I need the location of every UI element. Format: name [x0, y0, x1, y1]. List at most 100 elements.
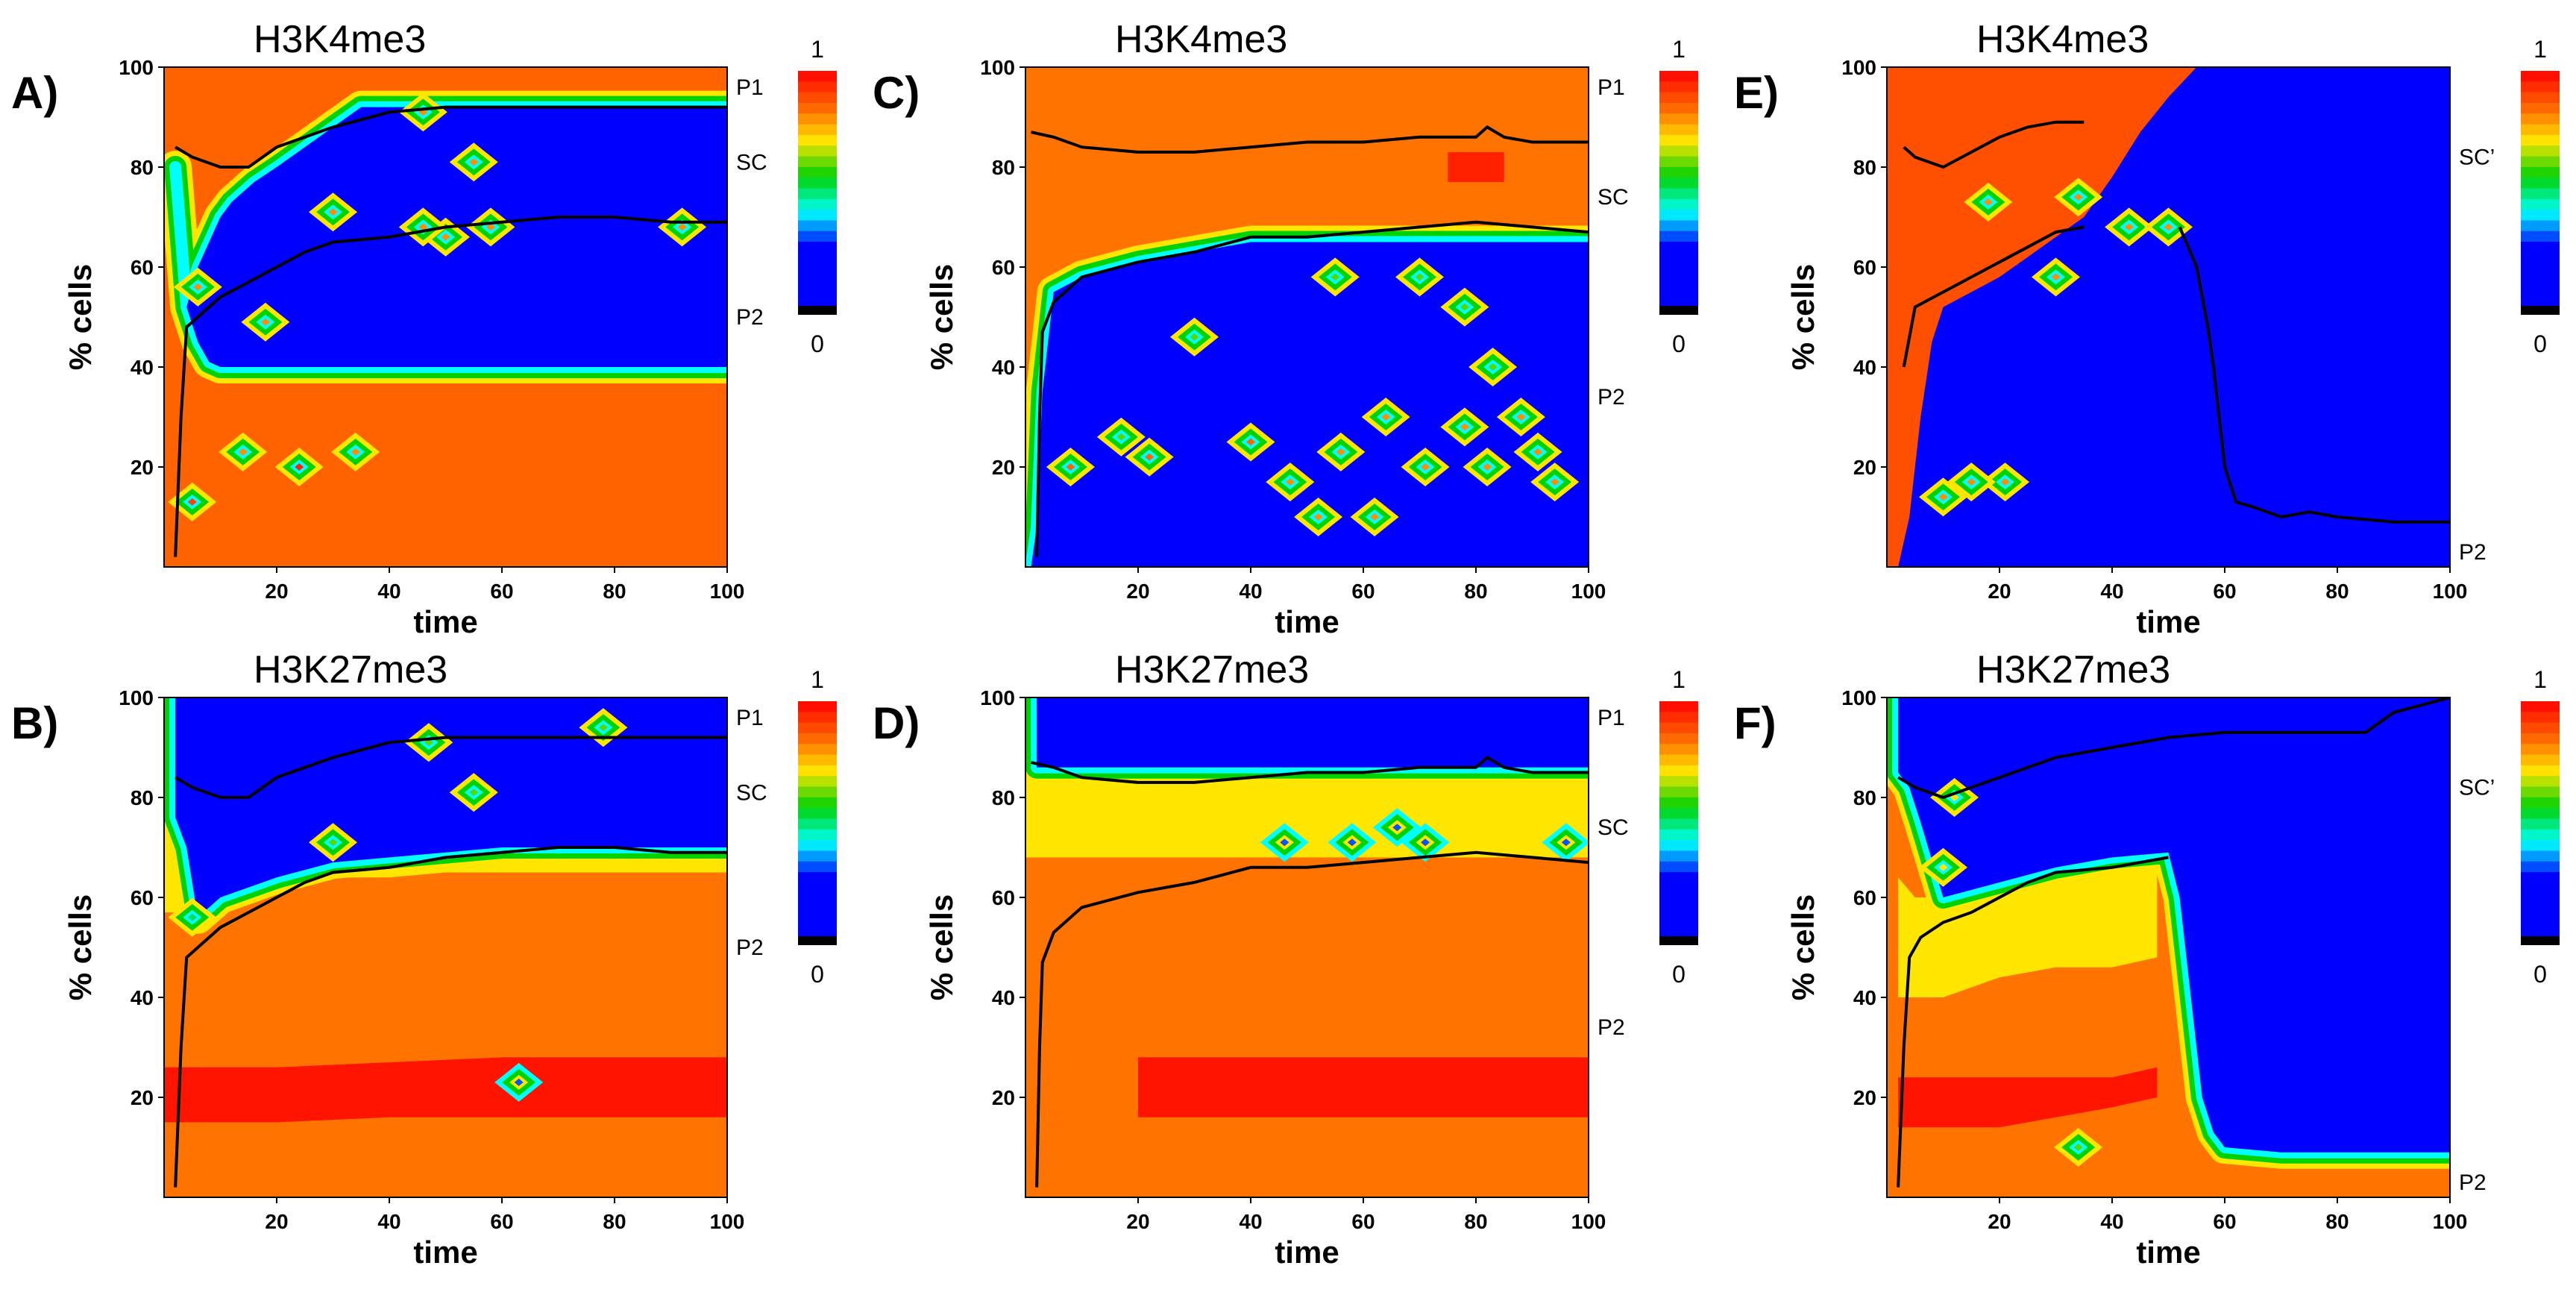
y-axis-label: % cells	[1785, 264, 1821, 370]
colorbar-step	[798, 712, 837, 724]
y-tick-label: 60	[131, 886, 154, 909]
colorbar-max-label: 1	[811, 36, 824, 63]
colorbar-step	[798, 198, 837, 210]
panel-title: H3K4me3	[1115, 18, 1287, 61]
plot-area	[164, 67, 727, 567]
x-tick-label: 40	[1239, 1210, 1262, 1233]
panel-letter: A)	[11, 68, 58, 118]
y-tick-label: 20	[1853, 1086, 1876, 1109]
colorbar-step	[1659, 754, 1698, 766]
region-label: SC	[736, 150, 767, 175]
plot-frame	[1886, 66, 2451, 568]
data-spot-core	[514, 1078, 524, 1086]
data-spot-core	[2073, 1144, 2083, 1151]
colorbar-step	[798, 722, 837, 734]
plot-area	[1025, 67, 1589, 567]
x-axis-label: time	[2136, 1235, 2200, 1270]
region-label: P2	[736, 935, 764, 960]
y-tick-label: 80	[992, 156, 1015, 179]
contour-band	[1898, 1067, 2158, 1128]
colorbar-step	[2521, 861, 2560, 873]
colorbar-min-label: 0	[2533, 330, 2547, 357]
x-tick-label: 20	[265, 580, 288, 603]
colorbar: 10	[1659, 666, 1698, 988]
colorbar-step	[2521, 198, 2560, 210]
colorbar-step	[1659, 722, 1698, 734]
colorbar-step	[798, 818, 837, 830]
colorbar-step	[1659, 840, 1698, 851]
data-spot-core	[1313, 513, 1323, 521]
data-spot-core	[1336, 448, 1345, 456]
colorbar-step	[1659, 220, 1698, 232]
panel-d: 20 40 60 80 100 20 40 60 80 100 time % cells H3K27me…	[873, 648, 1698, 1270]
colorbar-max-label: 1	[811, 666, 824, 693]
region-label: P2	[736, 305, 764, 330]
colorbar-max-label: 1	[1672, 666, 1686, 693]
colorbar-step	[2521, 850, 2560, 862]
colorbar-floor	[798, 936, 837, 945]
data-spot-core	[2000, 478, 2010, 486]
colorbar-step	[2521, 722, 2560, 734]
data-spot-core	[1415, 273, 1424, 281]
region-label: P2	[2459, 1170, 2487, 1195]
colorbar: 10	[798, 36, 837, 357]
colorbar-step	[1659, 915, 1698, 927]
colorbar-max-label: 1	[1672, 36, 1686, 63]
x-tick-label: 80	[603, 1210, 626, 1233]
x-tick-label: 60	[1351, 580, 1375, 603]
y-tick-label: 100	[980, 56, 1015, 79]
colorbar-max-label: 1	[2533, 36, 2547, 63]
colorbar-max-label: 1	[2533, 666, 2547, 693]
x-axis-label: time	[2136, 604, 2200, 639]
panel-e: 20 40 60 80 100 20 40 60 80 100 time % cells H3K4me3…	[1734, 18, 2560, 639]
contour-band	[1887, 67, 2197, 567]
colorbar-step	[2521, 904, 2560, 915]
colorbar-step	[1659, 765, 1698, 777]
colorbar-step	[2521, 220, 2560, 232]
region-label: SC’	[2459, 145, 2495, 170]
y-tick-label: 40	[131, 986, 154, 1009]
panel-letter: F)	[1734, 698, 1777, 748]
colorbar-step	[2521, 776, 2560, 788]
colorbar-step	[1659, 81, 1698, 93]
colorbar-step	[798, 797, 837, 809]
colorbar-step	[798, 252, 837, 264]
data-spot-core	[1421, 463, 1430, 471]
x-tick-label: 40	[2100, 580, 2123, 603]
panel-b: 20 40 60 80 100 20 40 60 80 100 time % cells H3K27me…	[11, 648, 837, 1270]
colorbar-step	[2521, 231, 2560, 242]
colorbar-step	[2521, 925, 2560, 937]
colorbar-step	[798, 744, 837, 756]
contour-line	[1902, 225, 2085, 368]
data-spot-core	[1116, 433, 1126, 441]
data-spot-core	[1533, 448, 1543, 456]
panel-title: H3K27me3	[1976, 648, 2170, 692]
y-tick-label: 40	[1853, 356, 1876, 379]
y-axis-label: % cells	[924, 264, 959, 370]
colorbar-step	[2521, 102, 2560, 114]
colorbar-step	[1659, 134, 1698, 146]
contour-line	[2178, 226, 2450, 524]
x-tick-label: 60	[2213, 580, 2236, 603]
x-tick-label: 60	[490, 1210, 513, 1233]
colorbar-step	[1659, 776, 1698, 788]
panel-letter: B)	[11, 698, 58, 748]
region-label: P2	[1598, 385, 1625, 410]
contour-line	[1897, 856, 2169, 1188]
colorbar-step	[1659, 295, 1698, 307]
colorbar-step	[798, 113, 837, 125]
colorbar-step	[2521, 263, 2560, 275]
y-axis-label: % cells	[1785, 894, 1821, 1000]
x-axis-label: time	[413, 604, 477, 639]
data-spot-core	[1561, 838, 1571, 847]
colorbar-step	[2521, 295, 2560, 307]
panel-title: H3K27me3	[254, 648, 447, 692]
data-spot-core	[1066, 463, 1075, 471]
y-tick-label: 100	[980, 686, 1015, 709]
y-tick-label: 100	[119, 56, 154, 79]
data-spot-core	[1280, 838, 1289, 847]
colorbar: 10	[798, 666, 837, 988]
colorbar-step	[798, 915, 837, 927]
colorbar-step	[2521, 145, 2560, 157]
